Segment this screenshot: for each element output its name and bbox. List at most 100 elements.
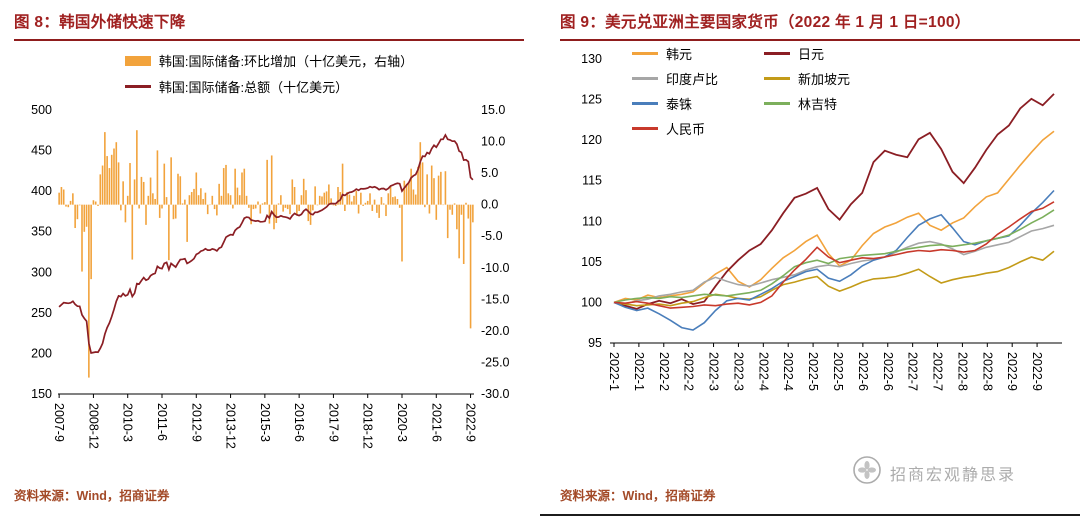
figure-8-panel: 图 8：韩国外储快速下降 韩国:国际储备:环比增加（十亿美元，右轴） 韩国:国际储… [14, 6, 524, 503]
watermark-logo-icon [852, 455, 882, 490]
svg-text:2022-8: 2022-8 [980, 352, 994, 391]
svg-text:150: 150 [31, 387, 52, 401]
svg-text:-20.0: -20.0 [481, 324, 510, 338]
legend-item: 韩国:国际储备:总额（十亿美元） [124, 77, 349, 96]
figure-9-legend: 韩元 日元印度卢比 新加坡元泰铢 林吉特人民币 [632, 44, 850, 138]
svg-text:2022-2: 2022-2 [682, 352, 696, 391]
svg-text:350: 350 [31, 225, 52, 239]
svg-text:2022-1: 2022-1 [632, 352, 646, 391]
legend-item: 印度卢比 [632, 69, 718, 88]
left-axis-labels: 500 450 400 350 300 250 200 150 [31, 103, 52, 401]
figure-8-legend: 韩国:国际储备:环比增加（十亿美元，右轴） 韩国:国际储备:总额（十亿美元） [124, 51, 414, 96]
legend-label: 林吉特 [798, 97, 838, 112]
svg-text:2022-1: 2022-1 [607, 352, 621, 391]
figure-9-panel: 图 9：美元兑亚洲主要国家货币（2022 年 1 月 1 日=100） 韩元 日元… [540, 0, 1080, 520]
x-axis: 2022-1 2022-1 2022-2 2022-2 2022-3 2022-3 2022… [607, 342, 1062, 391]
series-line-1 [613, 130, 1055, 304]
svg-text:2010-3: 2010-3 [121, 403, 135, 442]
series-line-4 [613, 250, 1055, 307]
legend-label: 韩国:国际储备:总额（十亿美元） [158, 80, 349, 95]
legend-item: 日元 [764, 44, 850, 63]
svg-text:2017-9: 2017-9 [326, 403, 340, 442]
svg-text:300: 300 [31, 265, 52, 279]
bar-swatch-icon [124, 55, 151, 66]
figure-9-source: 资料来源：Wind，招商证券 [560, 489, 716, 503]
svg-text:-10.0: -10.0 [481, 261, 510, 275]
svg-text:250: 250 [31, 306, 52, 320]
svg-text:0.0: 0.0 [481, 198, 498, 212]
legend-label: 泰铢 [666, 97, 693, 112]
svg-text:2013-12: 2013-12 [224, 403, 238, 449]
y-axis-labels: 130 125 120 115 110 105 100 95 [581, 52, 602, 350]
svg-text:400: 400 [31, 184, 52, 198]
svg-text:15.0: 15.0 [481, 103, 505, 117]
line-swatch-icon [124, 85, 151, 88]
svg-text:125: 125 [581, 93, 602, 107]
svg-text:-15.0: -15.0 [481, 292, 510, 306]
line-swatch-icon [764, 102, 791, 105]
svg-text:10.0: 10.0 [481, 135, 505, 149]
svg-text:2022-4: 2022-4 [756, 352, 770, 391]
legend-item: 韩国:国际储备:环比增加（十亿美元，右轴） [124, 51, 414, 70]
svg-text:5.0: 5.0 [481, 166, 498, 180]
figure-8-title: 图 8：韩国外储快速下降 [14, 6, 524, 41]
series-line-3 [613, 224, 1055, 305]
svg-text:500: 500 [31, 103, 52, 117]
legend-label: 人民币 [666, 122, 706, 137]
svg-text:450: 450 [31, 144, 52, 158]
line-swatch-icon [764, 77, 791, 80]
svg-text:130: 130 [581, 52, 602, 66]
svg-text:-5.0: -5.0 [481, 229, 503, 243]
watermark-text: 招商宏观静思录 [889, 466, 1016, 484]
svg-text:-25.0: -25.0 [481, 355, 510, 369]
svg-text:2016-6: 2016-6 [292, 403, 306, 442]
legend-item: 人民币 [632, 119, 718, 138]
svg-text:2021-6: 2021-6 [429, 403, 443, 442]
svg-text:2022-8: 2022-8 [955, 352, 969, 391]
legend-label: 日元 [798, 47, 825, 62]
line-swatch-icon [632, 127, 658, 130]
legend-item: 韩元 [632, 44, 718, 63]
svg-text:2022-6: 2022-6 [881, 352, 895, 391]
svg-text:2022-5: 2022-5 [831, 352, 845, 391]
svg-text:115: 115 [582, 174, 602, 188]
svg-text:2018-12: 2018-12 [361, 403, 375, 449]
line-swatch-icon [632, 52, 658, 55]
svg-text:2022-3: 2022-3 [707, 352, 721, 391]
svg-text:2008-12: 2008-12 [86, 403, 100, 449]
svg-text:-30.0: -30.0 [481, 387, 510, 401]
legend-item: 新加坡元 [764, 69, 850, 88]
svg-text:2022-4: 2022-4 [781, 352, 795, 391]
bottom-border [540, 513, 1080, 516]
line-swatch-icon [632, 102, 658, 105]
svg-text:2022-3: 2022-3 [731, 352, 745, 391]
svg-text:120: 120 [581, 133, 602, 147]
svg-text:2022-2: 2022-2 [657, 352, 671, 391]
series-line-7 [613, 201, 1055, 309]
svg-text:2022-9: 2022-9 [1030, 352, 1044, 391]
svg-text:200: 200 [31, 346, 52, 360]
figure-9-title: 图 9：美元兑亚洲主要国家货币（2022 年 1 月 1 日=100） [560, 6, 1080, 41]
total-reserves-line [58, 133, 474, 355]
svg-text:2022-5: 2022-5 [806, 352, 820, 391]
legend-item: 林吉特 [764, 94, 850, 113]
x-axis: 2007-9 2008-12 2010-3 2011-6 2012-9 2013-12 20… [52, 393, 478, 449]
svg-text:110: 110 [582, 214, 602, 228]
figure-8-source: 资料来源：Wind，招商证券 [14, 489, 170, 503]
svg-text:2015-3: 2015-3 [258, 403, 272, 442]
svg-text:2022-9: 2022-9 [464, 403, 478, 442]
svg-text:2007-9: 2007-9 [52, 403, 66, 442]
legend-label: 韩国:国际储备:环比增加（十亿美元，右轴） [158, 54, 414, 69]
svg-text:100: 100 [581, 295, 602, 309]
legend-label: 印度卢比 [666, 72, 719, 87]
legend-label: 新加坡元 [798, 72, 851, 87]
svg-text:2022-6: 2022-6 [856, 352, 870, 391]
svg-text:2022-7: 2022-7 [906, 352, 920, 391]
svg-text:2011-6: 2011-6 [155, 403, 169, 441]
figure-8-chart: 500 450 400 350 300 250 200 150 15.0 10.0 5.0 0.0 -5… [31, 103, 510, 449]
legend-item: 泰铢 [632, 94, 718, 113]
line-swatch-icon [632, 77, 658, 80]
svg-text:105: 105 [581, 255, 602, 269]
right-axis-labels: 15.0 10.0 5.0 0.0 -5.0 -10.0 -15.0 -20.0 -25.0 -3… [481, 103, 510, 401]
legend-label: 韩元 [666, 47, 693, 62]
